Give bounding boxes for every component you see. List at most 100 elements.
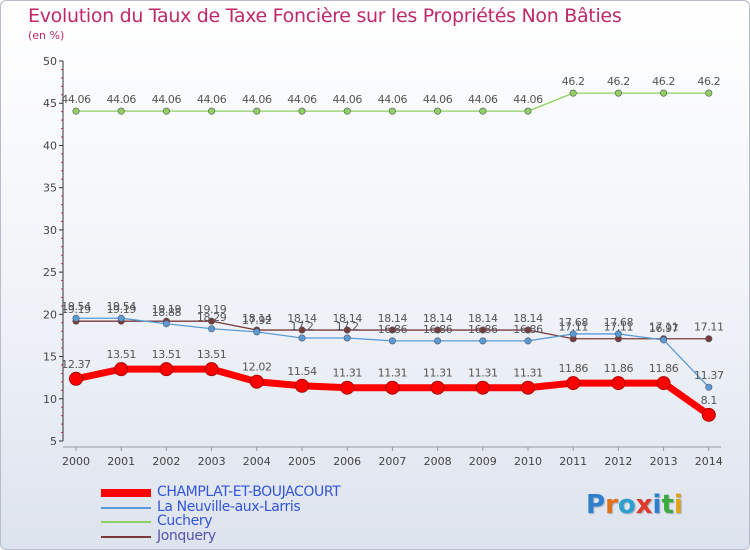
data-label: 16.86 — [468, 323, 498, 336]
x-tick-label: 2006 — [333, 455, 361, 468]
data-point — [117, 107, 125, 115]
data-label: 17.11 — [558, 321, 588, 334]
data-point — [524, 107, 532, 115]
data-label: 19.19 — [106, 303, 136, 316]
data-label: 12.37 — [61, 358, 91, 371]
data-point — [208, 317, 216, 325]
data-label: 19.19 — [152, 303, 182, 316]
x-tick-label: 2009 — [469, 455, 497, 468]
data-point — [343, 334, 351, 342]
data-label: 19.19 — [61, 303, 91, 316]
legend-swatch — [101, 521, 151, 524]
x-tick-label: 2001 — [107, 455, 135, 468]
data-point — [524, 337, 532, 345]
data-label: 17.11 — [649, 321, 679, 334]
data-point — [298, 326, 306, 334]
data-point — [479, 337, 487, 345]
data-point — [388, 107, 396, 115]
data-point — [114, 362, 129, 377]
chart-subtitle: (en %) — [28, 29, 65, 42]
y-tick-label: 50 — [43, 55, 57, 68]
data-point — [660, 336, 668, 344]
data-point — [388, 326, 396, 334]
data-point — [479, 107, 487, 115]
data-label: 17.11 — [604, 321, 634, 334]
proxiti-logo: Proxiti — [586, 490, 683, 520]
data-point — [208, 325, 216, 333]
data-label: 46.2 — [562, 75, 585, 88]
data-point — [434, 326, 442, 334]
data-label: 11.86 — [604, 362, 634, 375]
data-label: 17.68 — [558, 316, 588, 329]
data-labels: 12.37 13.51 13.51 13.51 12.02 11.54 11.31 11.31… — [61, 75, 724, 407]
data-label: 46.2 — [697, 75, 720, 88]
data-label: 17.11 — [694, 321, 724, 334]
x-tick-label: 2000 — [62, 455, 90, 468]
data-label: 11.54 — [287, 365, 317, 378]
data-point — [69, 371, 83, 386]
data-point — [569, 89, 577, 97]
data-label: 18.14 — [242, 312, 272, 325]
data-point — [614, 89, 622, 97]
x-tick-label: 2003 — [198, 455, 226, 468]
data-label: 18.14 — [468, 312, 498, 325]
data-label: 17.2 — [291, 320, 314, 333]
data-label: 19.54 — [61, 300, 91, 313]
data-point — [298, 107, 306, 115]
data-label: 44.06 — [242, 93, 272, 106]
data-point — [117, 314, 125, 322]
data-label: 44.06 — [197, 93, 227, 106]
legend-swatch — [101, 535, 151, 538]
data-label: 11.31 — [468, 367, 498, 380]
y-tick-label: 30 — [43, 224, 57, 237]
data-point — [340, 380, 355, 395]
data-label: 18.14 — [287, 312, 317, 325]
data-label: 44.06 — [287, 93, 317, 106]
data-label: 18.14 — [332, 312, 362, 325]
x-tick-label: 2012 — [604, 455, 632, 468]
data-label: 46.2 — [652, 75, 675, 88]
data-point — [298, 334, 306, 342]
data-point — [253, 328, 261, 336]
legend-swatch — [101, 506, 151, 509]
data-label: 44.06 — [423, 93, 453, 106]
data-label: 13.51 — [197, 348, 227, 361]
chart-title: Evolution du Taux de Taxe Foncière sur l… — [28, 5, 622, 27]
data-label: 19.19 — [197, 303, 227, 316]
data-point — [705, 335, 713, 343]
legend-label: La Neuville-aux-Larris — [157, 498, 301, 515]
data-label: 17.92 — [242, 314, 272, 327]
data-point — [295, 378, 309, 393]
data-label: 8.1 — [701, 394, 717, 407]
data-label: 44.06 — [468, 93, 498, 106]
data-label: 13.51 — [152, 348, 182, 361]
data-point — [162, 320, 170, 328]
data-label: 11.31 — [378, 367, 408, 380]
y-tick-label: 10 — [43, 393, 57, 406]
y-tick-label: 40 — [43, 139, 57, 152]
data-label: 18.14 — [378, 312, 408, 325]
x-tick-label: 2004 — [243, 455, 271, 468]
data-point — [72, 107, 80, 115]
legend-swatch — [101, 489, 151, 498]
y-tick-label: 45 — [43, 97, 57, 110]
data-point — [434, 107, 442, 115]
data-point — [566, 376, 581, 391]
data-label: 44.06 — [61, 93, 91, 106]
data-point — [705, 89, 713, 97]
data-label: 44.06 — [106, 93, 136, 106]
logo-letter: i — [673, 490, 683, 520]
data-label: 12.02 — [242, 361, 272, 374]
data-point — [611, 376, 626, 391]
data-label: 11.31 — [513, 367, 543, 380]
data-point — [479, 326, 487, 334]
y-tick-label: 25 — [43, 266, 57, 279]
x-tick-label: 2005 — [288, 455, 316, 468]
data-label: 16.97 — [649, 322, 679, 335]
data-point — [430, 380, 445, 395]
logo-letter: P — [586, 490, 606, 520]
x-tick-label: 2013 — [650, 455, 678, 468]
data-label: 18.29 — [197, 311, 227, 324]
data-point — [385, 380, 400, 395]
